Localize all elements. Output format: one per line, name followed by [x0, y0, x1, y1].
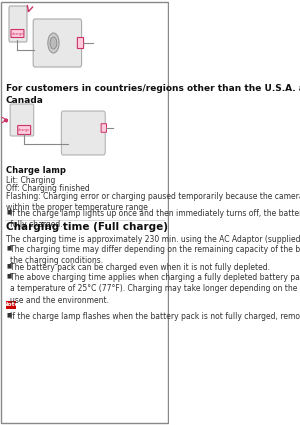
- Text: The charging time is approximately 230 min. using the AC Adaptor (supplied).: The charging time is approximately 230 m…: [6, 235, 300, 244]
- FancyBboxPatch shape: [10, 104, 34, 136]
- FancyBboxPatch shape: [18, 125, 31, 134]
- Text: Charging time (Full charge): Charging time (Full charge): [6, 222, 168, 232]
- Text: charge: charge: [18, 128, 30, 132]
- Text: Flashing: Charging error or charging paused temporarily because the camera is no: Flashing: Charging error or charging pau…: [6, 192, 300, 212]
- Text: If the charge lamp flashes when the battery pack is not fully charged, remove th: If the charge lamp flashes when the batt…: [10, 312, 300, 321]
- Text: ■: ■: [7, 273, 12, 278]
- FancyBboxPatch shape: [11, 29, 24, 37]
- FancyBboxPatch shape: [9, 6, 27, 42]
- Text: ■: ■: [7, 209, 12, 214]
- Text: If the charge lamp lights up once and then immediately turns off, the battery pa: If the charge lamp lights up once and th…: [10, 209, 300, 230]
- Text: Lit: Charging: Lit: Charging: [6, 176, 55, 185]
- Text: The battery pack can be charged even when it is not fully depleted.: The battery pack can be charged even whe…: [10, 263, 270, 272]
- Text: The above charging time applies when charging a fully depleted battery pack (sup: The above charging time applies when cha…: [10, 273, 300, 305]
- Text: ■: ■: [7, 312, 12, 317]
- Text: Off: Charging finished: Off: Charging finished: [6, 184, 89, 193]
- FancyBboxPatch shape: [6, 301, 16, 309]
- Text: Charge lamp: Charge lamp: [6, 166, 65, 175]
- FancyBboxPatch shape: [101, 124, 106, 132]
- FancyBboxPatch shape: [1, 2, 168, 423]
- Text: The charging time may differ depending on the remaining capacity of the battery : The charging time may differ depending o…: [10, 245, 300, 266]
- Circle shape: [50, 37, 57, 49]
- FancyBboxPatch shape: [77, 37, 84, 48]
- Text: Note: Note: [2, 303, 19, 308]
- FancyBboxPatch shape: [33, 19, 82, 67]
- Text: ■: ■: [7, 245, 12, 250]
- FancyBboxPatch shape: [61, 111, 105, 155]
- Circle shape: [48, 33, 59, 53]
- Text: charge: charge: [11, 31, 24, 36]
- Text: For customers in countries/regions other than the U.S.A. and
Canada: For customers in countries/regions other…: [6, 84, 300, 105]
- Text: ■: ■: [7, 263, 12, 268]
